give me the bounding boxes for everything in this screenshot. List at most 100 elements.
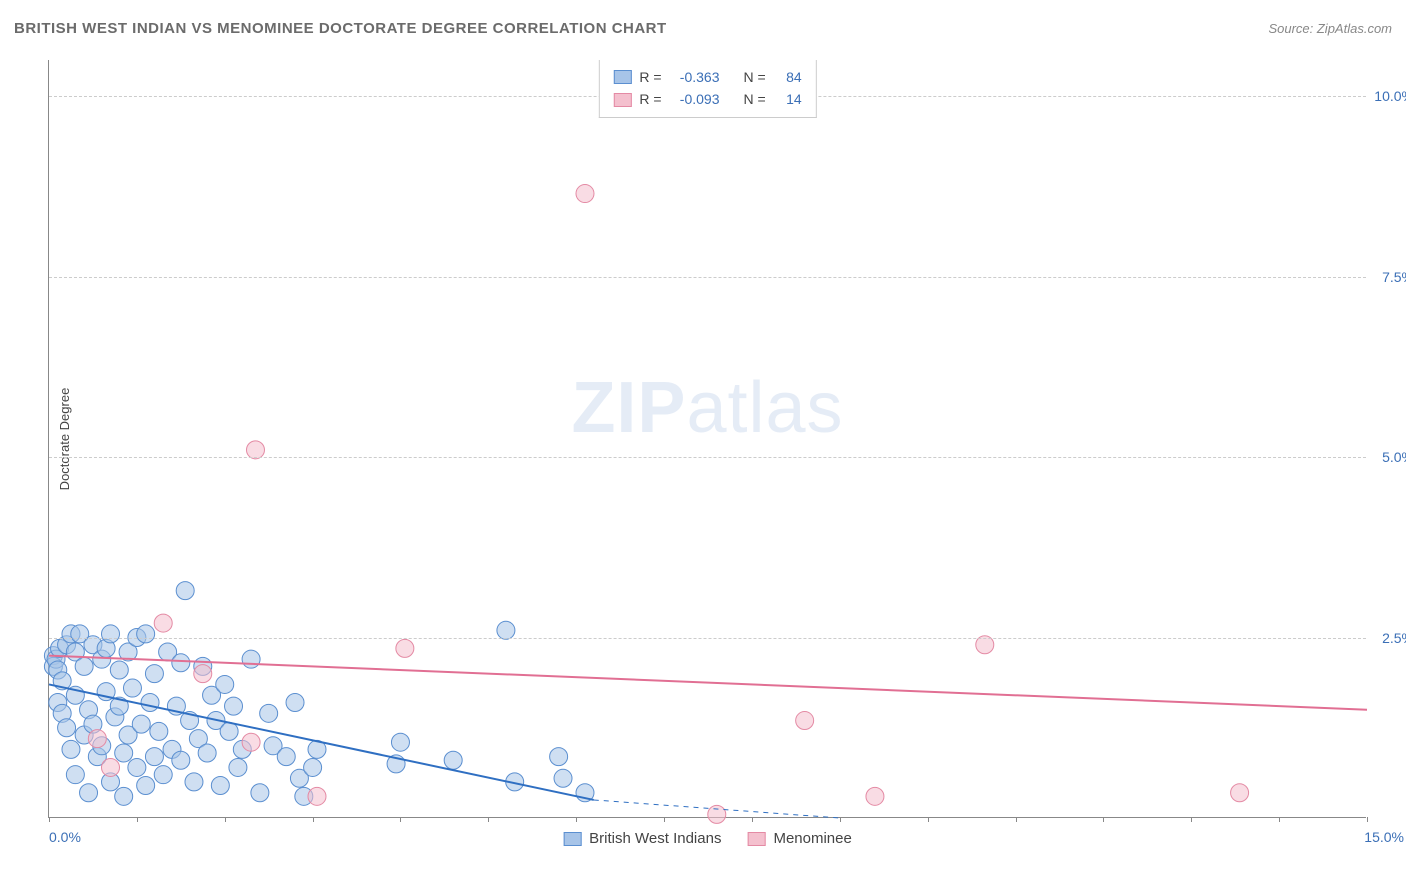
series-legend-label: Menominee	[773, 830, 851, 847]
stats-legend-row: R = -0.093 N = 14	[613, 88, 801, 110]
data-point	[137, 625, 155, 643]
data-point	[1231, 784, 1249, 802]
data-point	[58, 719, 76, 737]
n-value: 84	[774, 66, 802, 88]
chart-plot-area: Doctorate Degree ZIPatlas R =-0.363N =84…	[48, 60, 1366, 818]
r-value: -0.363	[670, 66, 720, 88]
data-point	[75, 657, 93, 675]
data-point	[194, 665, 212, 683]
data-point	[145, 665, 163, 683]
data-point	[172, 751, 190, 769]
x-tick	[137, 817, 138, 822]
data-point	[242, 733, 260, 751]
data-point	[145, 748, 163, 766]
data-point	[80, 784, 98, 802]
x-tick	[225, 817, 226, 822]
data-point	[154, 614, 172, 632]
y-tick-label: 5.0%	[1370, 449, 1406, 465]
stats-legend-row: R = -0.363 N = 84	[613, 66, 801, 88]
data-point	[102, 758, 120, 776]
data-point	[115, 787, 133, 805]
trend-line	[49, 656, 1367, 710]
legend-swatch	[613, 93, 631, 107]
data-point	[277, 748, 295, 766]
data-point	[796, 712, 814, 730]
data-point	[708, 805, 726, 823]
data-point	[229, 758, 247, 776]
x-tick	[313, 817, 314, 822]
chart-header: BRITISH WEST INDIAN VS MENOMINEE DOCTORA…	[14, 20, 1392, 37]
gridline	[49, 277, 1366, 278]
data-point	[88, 730, 106, 748]
r-label: R =	[639, 66, 661, 88]
n-label: N =	[744, 88, 766, 110]
x-tick	[1367, 817, 1368, 822]
y-tick-label: 10.0%	[1370, 88, 1406, 104]
r-label: R =	[639, 88, 661, 110]
data-point	[211, 777, 229, 795]
x-axis-max-label: 15.0%	[1364, 829, 1404, 845]
series-legend-item: Menominee	[747, 830, 851, 847]
data-point	[260, 704, 278, 722]
y-tick-label: 2.5%	[1370, 630, 1406, 646]
data-point	[308, 787, 326, 805]
data-point	[172, 654, 190, 672]
data-point	[220, 722, 238, 740]
x-tick	[752, 817, 753, 822]
legend-swatch	[563, 832, 581, 846]
x-tick	[664, 817, 665, 822]
x-tick	[400, 817, 401, 822]
gridline	[49, 638, 1366, 639]
data-point	[185, 773, 203, 791]
x-tick	[576, 817, 577, 822]
data-point	[137, 777, 155, 795]
x-axis-min-label: 0.0%	[49, 829, 81, 845]
series-legend: British West Indians Menominee	[563, 830, 852, 847]
data-point	[115, 744, 133, 762]
x-tick	[1191, 817, 1192, 822]
series-legend-label: British West Indians	[589, 830, 721, 847]
data-point	[128, 758, 146, 776]
data-point	[866, 787, 884, 805]
data-point	[176, 582, 194, 600]
data-point	[576, 185, 594, 203]
data-point	[66, 766, 84, 784]
x-tick	[1279, 817, 1280, 822]
data-point	[251, 784, 269, 802]
data-point	[304, 758, 322, 776]
plot-svg	[49, 60, 1366, 817]
legend-swatch	[747, 832, 765, 846]
data-point	[216, 675, 234, 693]
x-tick	[1016, 817, 1017, 822]
x-tick	[1103, 817, 1104, 822]
x-tick	[488, 817, 489, 822]
data-point	[391, 733, 409, 751]
x-tick	[49, 817, 50, 822]
data-point	[444, 751, 462, 769]
x-tick	[840, 817, 841, 822]
y-tick-label: 7.5%	[1370, 269, 1406, 285]
data-point	[225, 697, 243, 715]
x-tick	[928, 817, 929, 822]
data-point	[102, 625, 120, 643]
chart-source: Source: ZipAtlas.com	[1268, 21, 1392, 36]
data-point	[110, 661, 128, 679]
data-point	[62, 740, 80, 758]
data-point	[286, 693, 304, 711]
n-value: 14	[774, 88, 802, 110]
data-point	[150, 722, 168, 740]
data-point	[132, 715, 150, 733]
data-point	[123, 679, 141, 697]
data-point	[198, 744, 216, 762]
data-point	[242, 650, 260, 668]
data-point	[554, 769, 572, 787]
gridline	[49, 457, 1366, 458]
stats-legend: R = -0.363 N = 84 R = -0.093 N = 14	[598, 60, 816, 118]
data-point	[154, 766, 172, 784]
series-legend-item: British West Indians	[563, 830, 721, 847]
chart-title: BRITISH WEST INDIAN VS MENOMINEE DOCTORA…	[14, 20, 667, 37]
data-point	[396, 639, 414, 657]
r-value: -0.093	[670, 88, 720, 110]
legend-swatch	[613, 70, 631, 84]
n-label: N =	[744, 66, 766, 88]
